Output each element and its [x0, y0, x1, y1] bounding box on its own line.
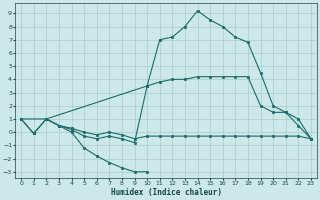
X-axis label: Humidex (Indice chaleur): Humidex (Indice chaleur)	[110, 188, 221, 197]
